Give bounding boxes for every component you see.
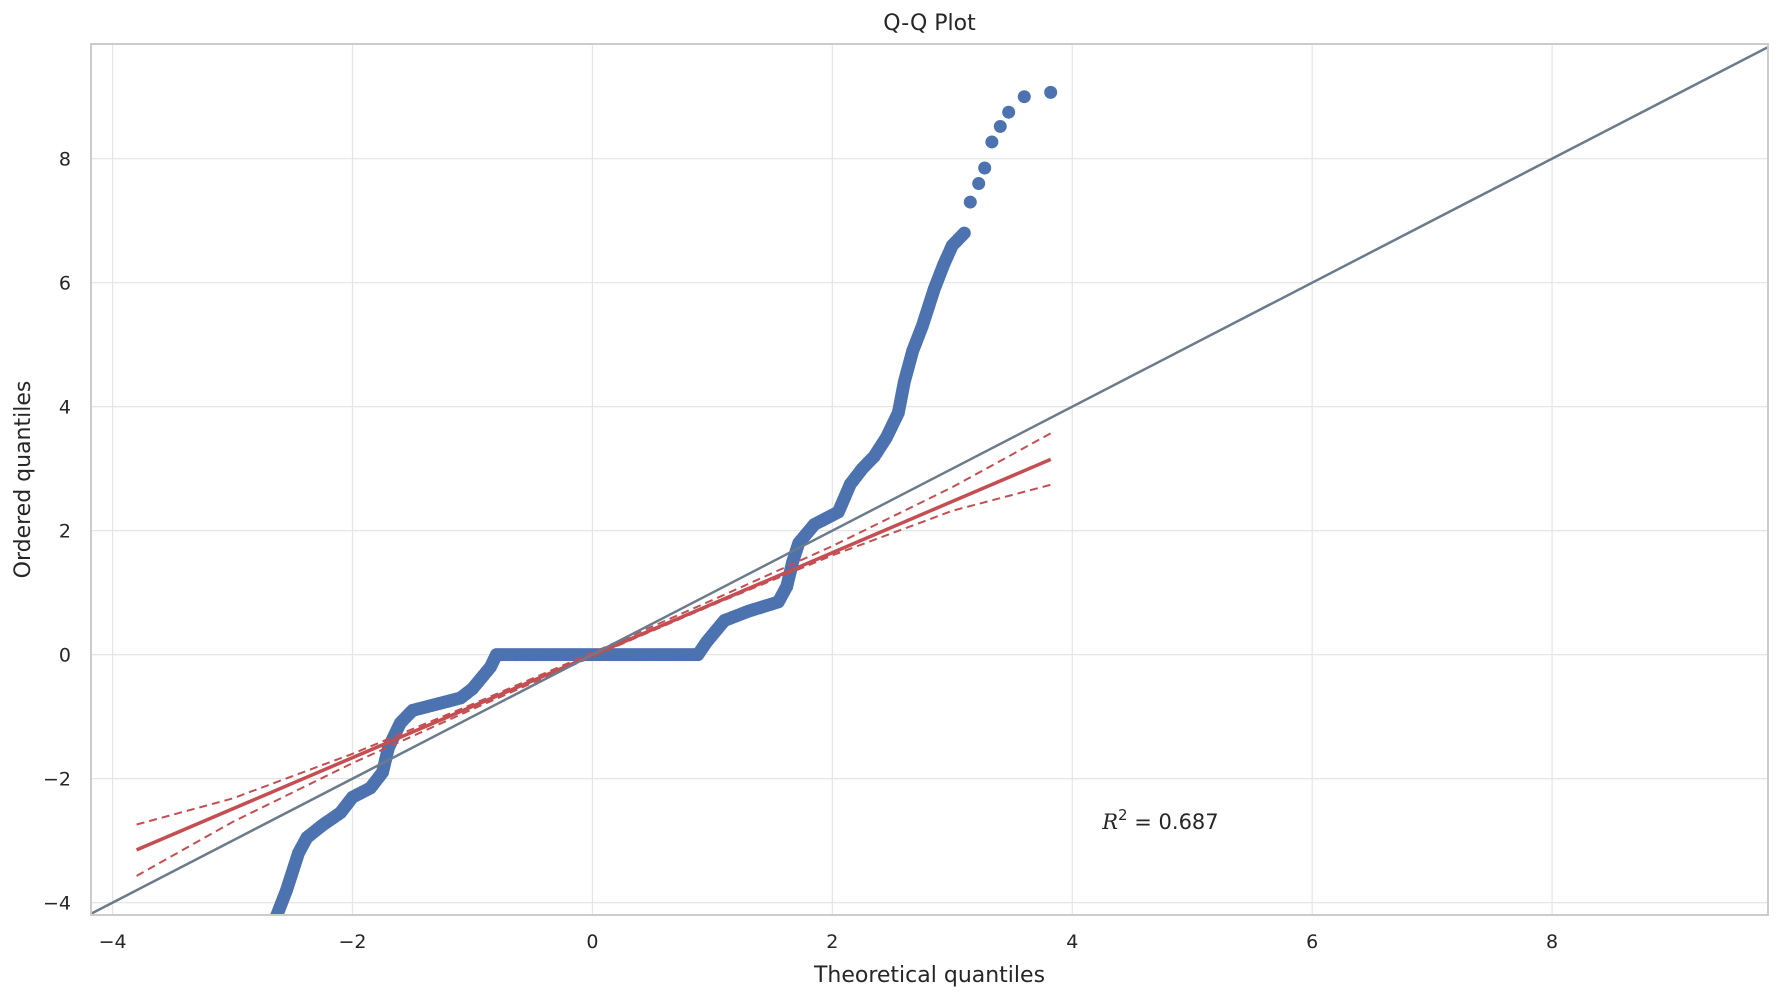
y-tick-label: 2 xyxy=(59,521,71,543)
x-tick-label: 0 xyxy=(586,931,598,953)
x-tick-label: 4 xyxy=(1066,931,1078,953)
x-tick-label: 6 xyxy=(1306,931,1318,953)
annotation-exponent: 2 xyxy=(1118,806,1128,824)
x-tick-labels: −4 −2 0 2 4 6 8 xyxy=(99,931,1559,953)
x-tick-label: 2 xyxy=(826,931,838,953)
y-tick-label: 0 xyxy=(59,645,71,667)
qq-data-point xyxy=(985,135,999,149)
plot-frame xyxy=(90,43,1769,916)
qq-data-point xyxy=(1044,85,1058,99)
annotation-variable: R xyxy=(1101,810,1118,834)
y-tick-label: −4 xyxy=(43,893,71,915)
qq-data-point xyxy=(963,195,977,209)
x-tick-label: 8 xyxy=(1546,931,1558,953)
reference-diagonal-line xyxy=(91,45,1768,915)
qq-data-point xyxy=(1017,90,1031,104)
y-tick-label: −2 xyxy=(43,769,71,791)
confidence-band-lower xyxy=(136,483,1051,877)
y-axis-label: Ordered quantiles xyxy=(11,381,36,579)
qq-data-point xyxy=(972,176,986,190)
y-tick-label: 6 xyxy=(59,273,71,295)
qq-data-point xyxy=(1002,105,1016,119)
y-tick-label: 8 xyxy=(59,149,71,171)
annotation-value: = 0.687 xyxy=(1128,810,1219,834)
plot-marks xyxy=(91,45,1768,915)
y-tick-label: 4 xyxy=(59,397,71,419)
qq-data-point xyxy=(993,119,1007,133)
qq-data-point xyxy=(978,161,992,175)
x-tick-label: −4 xyxy=(99,931,127,953)
confidence-band-upper xyxy=(136,432,1052,826)
y-tick-labels: −4 −2 0 2 4 6 8 xyxy=(43,149,71,915)
r-squared-annotation: R2 = 0.687 xyxy=(1101,806,1218,834)
qq-data-point xyxy=(957,226,971,240)
chart-title: Q-Q Plot xyxy=(883,11,976,36)
x-axis-label: Theoretical quantiles xyxy=(813,963,1045,988)
x-tick-label: −2 xyxy=(338,931,366,953)
